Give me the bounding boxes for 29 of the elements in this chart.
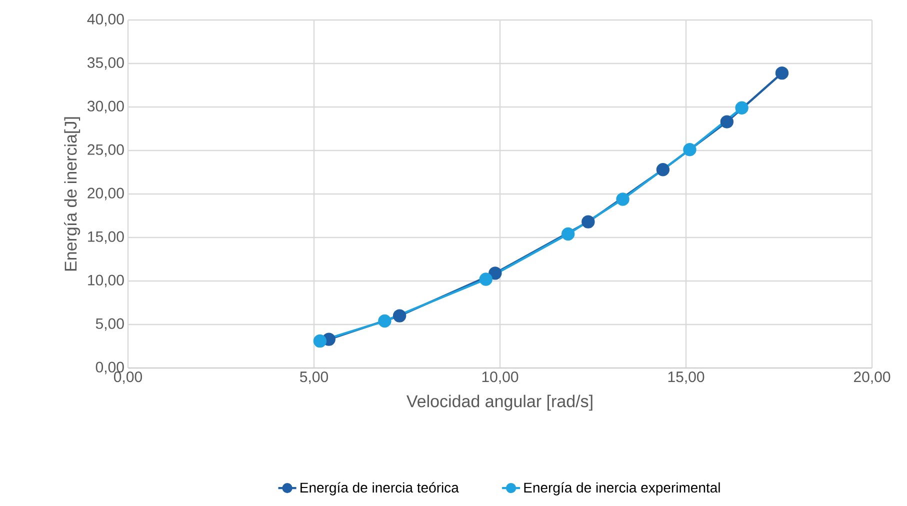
y-tick-label: 40,00 xyxy=(87,14,124,26)
legend-label: Energía de inercia experimental xyxy=(524,482,720,496)
y-tick-label: 15,00 xyxy=(88,231,124,244)
x-tick-label: 20,00 xyxy=(854,372,890,384)
point xyxy=(656,163,670,176)
point xyxy=(683,143,696,156)
point xyxy=(720,115,734,128)
y-tick-label: 5,00 xyxy=(96,318,124,331)
x-tick-label: 15,00 xyxy=(668,372,704,384)
point xyxy=(479,272,492,286)
x-tick-label: 10,00 xyxy=(482,372,518,384)
y-tick-label: 35,00 xyxy=(87,57,124,70)
point xyxy=(378,314,392,328)
point xyxy=(735,101,748,114)
legend-label: Energía de inercia teórica xyxy=(300,482,459,496)
y-tick-label: 25,00 xyxy=(88,144,124,157)
x-tick-label: 5,00 xyxy=(300,372,328,384)
x-axis-title: Velocidad angular [rad/s] xyxy=(406,394,592,411)
y-axis-title: Energía de inercia[J] xyxy=(64,117,80,271)
point xyxy=(616,192,630,206)
point xyxy=(775,66,789,80)
point xyxy=(313,334,327,348)
point xyxy=(582,215,595,228)
y-tick-label: 30,00 xyxy=(87,100,124,114)
point xyxy=(561,227,575,241)
point xyxy=(392,309,406,322)
y-tick-label: 10,00 xyxy=(88,274,124,288)
y-tick-label: 20,00 xyxy=(88,188,124,200)
point xyxy=(488,266,502,280)
